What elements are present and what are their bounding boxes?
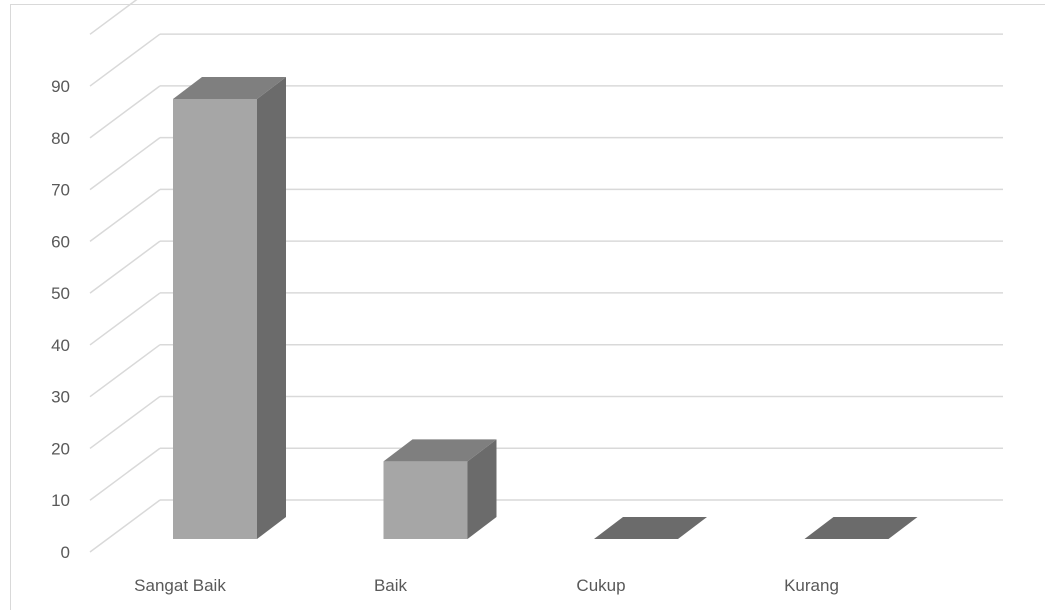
bar-side-face bbox=[257, 76, 286, 539]
x-axis-categories: Sangat Baik Baik Cukup Kurang bbox=[134, 576, 839, 595]
gridline-diagonal bbox=[89, 137, 161, 191]
bar-front-face bbox=[173, 98, 257, 539]
bar-top-face bbox=[173, 76, 286, 99]
gridline-diagonal bbox=[89, 85, 161, 139]
x-category-label: Kurang bbox=[784, 576, 839, 595]
bar bbox=[594, 517, 707, 539]
y-tick-label: 30 bbox=[51, 388, 70, 407]
bars bbox=[173, 76, 918, 539]
y-tick-label: 80 bbox=[51, 129, 70, 148]
bar-front-face bbox=[383, 461, 468, 539]
y-tick-label: 40 bbox=[51, 336, 70, 355]
gridlines bbox=[89, 0, 1003, 553]
gridline-diagonal bbox=[89, 499, 161, 553]
y-tick-label: 60 bbox=[51, 232, 70, 251]
x-category-label: Baik bbox=[374, 576, 408, 595]
bar-top-face bbox=[594, 517, 707, 539]
chart-frame bbox=[10, 4, 1045, 610]
y-axis-ticks: 0 10 20 30 40 50 60 70 80 90 bbox=[51, 77, 70, 562]
y-tick-label: 10 bbox=[51, 491, 70, 510]
bar bbox=[383, 439, 497, 539]
bar-top-face bbox=[804, 517, 918, 539]
gridline-diagonal bbox=[89, 292, 161, 346]
gridline-diagonal bbox=[89, 395, 161, 450]
y-tick-label: 0 bbox=[61, 543, 70, 562]
y-tick-label: 90 bbox=[51, 77, 70, 96]
y-tick-label: 50 bbox=[51, 284, 70, 303]
gridline-diagonal bbox=[89, 33, 161, 87]
y-tick-label: 70 bbox=[51, 181, 70, 200]
gridline-diagonal bbox=[89, 447, 161, 501]
x-category-label: Cukup bbox=[576, 576, 625, 595]
y-tick-label: 20 bbox=[51, 439, 70, 458]
bar bbox=[804, 517, 918, 539]
gridline-diagonal bbox=[89, 344, 161, 398]
bar-side-face bbox=[467, 439, 497, 539]
gridline-diagonal bbox=[89, 0, 138, 35]
gridline-diagonal bbox=[89, 188, 161, 242]
bar-top-face bbox=[383, 439, 497, 462]
bar bbox=[173, 76, 286, 539]
x-category-label: Sangat Baik bbox=[134, 576, 226, 595]
gridline-diagonal bbox=[89, 240, 161, 294]
